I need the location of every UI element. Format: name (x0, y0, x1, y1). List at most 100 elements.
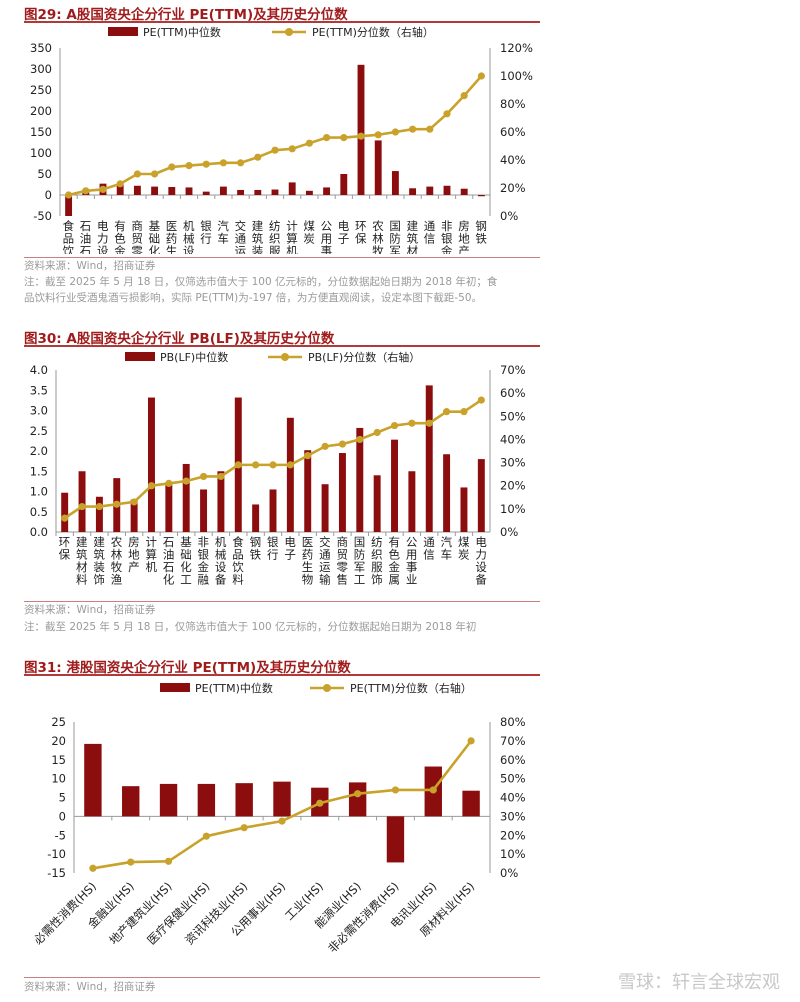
x-category-label: 食品饮料 (63, 219, 75, 254)
bar (168, 187, 176, 195)
left-axis-tick-label: 3.0 (30, 404, 48, 418)
bar (182, 463, 190, 532)
right-axis-tick-label: 20% (500, 828, 526, 842)
right-axis-tick-label: 20% (500, 181, 526, 195)
right-axis-tick-label: 100% (500, 69, 533, 83)
percentile-point (113, 500, 121, 508)
fig31-title-rule (24, 674, 540, 676)
right-axis-tick-label: 40% (500, 791, 526, 805)
percentile-point (477, 396, 485, 404)
bar (443, 185, 451, 195)
percentile-point (429, 786, 437, 794)
percentile-point (133, 170, 141, 178)
left-axis-tick-label: 0 (59, 809, 66, 823)
percentile-point (217, 472, 225, 481)
percentile-point (95, 502, 103, 511)
x-category-label: 交通运输 (235, 219, 247, 254)
x-category-label: 有色金属 (114, 219, 126, 254)
legend: PE(TTM)中位数 PE(TTM)分位数（右轴） (108, 25, 434, 39)
left-axis-tick-label: 0.5 (30, 505, 48, 519)
legend-line-marker (281, 353, 289, 361)
percentile-point (390, 421, 399, 430)
left-axis-tick-label: -50 (33, 209, 52, 223)
bar (477, 195, 485, 197)
percentile-point (443, 110, 451, 118)
left-axis-tick-label: 1.5 (30, 464, 48, 478)
percentile-point (316, 799, 324, 807)
bar (185, 187, 193, 195)
x-category-label: 汽车 (217, 219, 229, 246)
percentile-point (164, 857, 173, 865)
right-axis-tick-label: 10% (500, 847, 526, 861)
percentile-point (321, 442, 329, 450)
percentile-point (340, 134, 348, 142)
x-category-label: 有色金属 (389, 535, 401, 587)
bar (219, 186, 227, 195)
fig31-source-rule (24, 977, 540, 978)
left-axis-tick-label: -10 (47, 847, 66, 861)
x-category-label: 银行 (267, 535, 279, 562)
right-axis-tick-label: 70% (500, 734, 526, 748)
bar (338, 453, 346, 532)
percentile-point (202, 160, 210, 168)
fig30-title-rule (24, 345, 540, 347)
x-category-label: 房地产 (128, 535, 140, 574)
right-axis-tick-label: 0% (500, 866, 518, 880)
bar (356, 427, 364, 532)
percentile-point (271, 146, 279, 154)
bar (165, 482, 173, 532)
right-axis-tick-label: 60% (500, 125, 526, 139)
x-category-label: 非银金融 (441, 219, 453, 254)
bar (148, 397, 155, 532)
bar (271, 189, 279, 195)
right-axis-tick-label: 80% (500, 97, 526, 111)
bar (357, 64, 365, 195)
x-category-label: 公用事业 (406, 535, 418, 587)
left-axis-tick-label: 3.5 (30, 383, 48, 397)
bar (122, 786, 140, 817)
percentile-point (391, 786, 400, 794)
x-category-label: 农林牧渔 (372, 219, 384, 254)
x-category-label: 医药生物 (166, 219, 178, 254)
left-axis-tick-label: 0 (45, 188, 52, 202)
bar (159, 783, 178, 817)
percentile-point (147, 482, 156, 490)
left-axis-tick-label: 1.0 (30, 485, 48, 499)
bar (84, 743, 102, 817)
percentile-line (68, 75, 483, 197)
bar (95, 496, 103, 532)
left-axis-tick-label: 350 (30, 41, 52, 55)
x-category-label: 汽车 (441, 535, 453, 562)
left-axis-tick-label: 250 (30, 83, 52, 97)
legend-bar-label: PB(LF)中位数 (160, 350, 228, 364)
percentile-point (237, 159, 245, 167)
bar (78, 471, 86, 532)
left-axis-tick-label: 0.0 (30, 525, 48, 539)
percentile-point (65, 191, 73, 199)
x-category-label: 食品饮料 (232, 535, 244, 587)
fig30-title: 图30: A股国资央企分行业 PB(LF)及其历史分位数 (24, 331, 335, 347)
percentile-point (391, 128, 399, 136)
fig29-chart: PE(TTM)中位数 PE(TTM)分位数（右轴） -50 0 50 100 150 200 2… (30, 25, 533, 254)
right-axis-tick-label: 50% (500, 772, 526, 786)
percentile-point (78, 502, 86, 511)
fig29-title: 图29: A股国资央企分行业 PE(TTM)及其历史分位数 (24, 7, 348, 23)
percentile-point (357, 132, 365, 140)
x-category-label: 建筑材料 (76, 535, 88, 587)
bar (286, 417, 294, 532)
x-category-label: 计算机 (286, 219, 298, 254)
x-category-label: 电子 (338, 219, 350, 246)
left-axis-tick-label: 5 (59, 791, 66, 805)
bar (304, 450, 312, 532)
legend-line-label: PB(LF)分位数（右轴） (308, 350, 420, 364)
left-axis-tick-label: 25 (51, 715, 66, 729)
bar (462, 790, 480, 817)
percentile-point (116, 180, 124, 188)
x-category-label: 商贸零售 (131, 219, 143, 254)
bar (197, 783, 216, 817)
x-category-label: 电力设备 (475, 535, 487, 587)
fig31-chart: PE(TTM)中位数 PE(TTM)分位数（右轴） -15 -10 -5 0 5 10 15 20… (31, 681, 526, 956)
percentile-point (477, 72, 485, 80)
x-category-label: 基础化工 (149, 219, 161, 254)
x-category-label: 国防军工 (354, 535, 366, 587)
